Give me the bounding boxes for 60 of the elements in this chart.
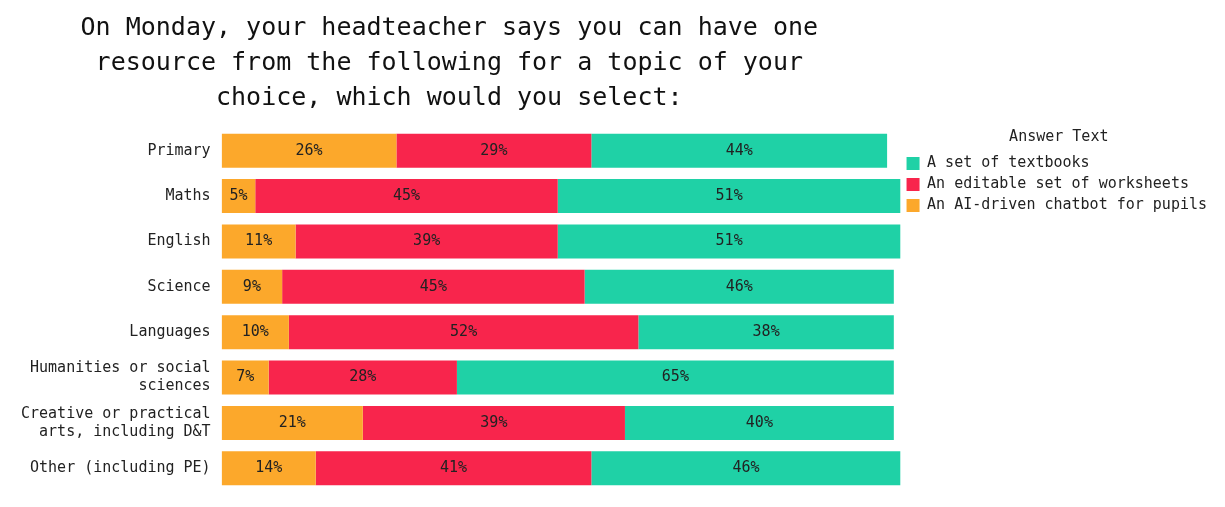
data-label: 45%: [419, 276, 447, 295]
data-label: 44%: [725, 140, 753, 159]
data-label: 45%: [392, 185, 421, 204]
data-label: 14%: [255, 458, 283, 477]
bar: [221, 133, 397, 168]
bar: [221, 269, 283, 304]
data-label: 51%: [715, 185, 743, 204]
y-tick-label: Languages: [129, 322, 211, 341]
data-label: 65%: [661, 367, 689, 386]
bar: [295, 224, 558, 259]
y-tick-label: Other (including PE): [30, 458, 211, 477]
data-label: 52%: [450, 322, 478, 341]
legend-title: Answer Text: [1009, 127, 1109, 146]
bar: [396, 133, 592, 168]
bar: [638, 315, 894, 350]
data-label: 39%: [413, 231, 441, 250]
bar: [584, 269, 894, 304]
y-tick-label: Maths: [165, 185, 211, 204]
data-label: 9%: [242, 276, 261, 295]
data-label: 39%: [480, 412, 508, 431]
legend-label: An AI-driven chatbot for pupils: [927, 195, 1208, 214]
chart-title: On Monday, your headteacher says you can have one resource from the following for a topic of your choice, which would you select:: [80, 12, 819, 111]
y-tick-label: Science: [147, 276, 211, 295]
data-label: 11%: [245, 231, 273, 250]
bar: [362, 405, 625, 440]
data-label: 10%: [241, 322, 269, 341]
legend-label: An editable set of worksheets: [927, 174, 1189, 193]
data-label: 28%: [349, 367, 377, 386]
data-label: 46%: [725, 276, 753, 295]
bar: [268, 360, 457, 395]
bar: [221, 451, 316, 486]
bar: [624, 405, 894, 440]
y-tick-label: English: [147, 231, 211, 250]
data-label: 7%: [236, 367, 255, 386]
bar: [557, 224, 901, 259]
bar: [591, 451, 901, 486]
data-label: 41%: [440, 458, 468, 477]
bar: [221, 405, 363, 440]
data-label: 38%: [752, 322, 780, 341]
y-tick-label: Creative or practical arts, including D&T: [20, 403, 211, 440]
y-tick-label: Primary: [147, 140, 211, 159]
data-label: 5%: [229, 185, 248, 204]
data-label: 21%: [278, 412, 306, 431]
bar: [221, 224, 296, 259]
bar: [221, 315, 289, 350]
data-label: 26%: [295, 140, 323, 159]
data-label: 51%: [715, 231, 743, 250]
bar: [288, 315, 639, 350]
data-label: 29%: [480, 140, 508, 159]
bar: [591, 133, 888, 168]
bar: [456, 360, 894, 395]
bar: [221, 360, 269, 395]
legend-label: A set of textbooks: [927, 153, 1090, 172]
data-label: 46%: [732, 458, 760, 477]
data-label: 40%: [745, 412, 773, 431]
bar: [557, 179, 901, 214]
bar: [255, 179, 558, 214]
bar: [315, 451, 592, 486]
y-tick-label: Humanities or social sciences: [30, 358, 211, 395]
bar: [282, 269, 585, 304]
